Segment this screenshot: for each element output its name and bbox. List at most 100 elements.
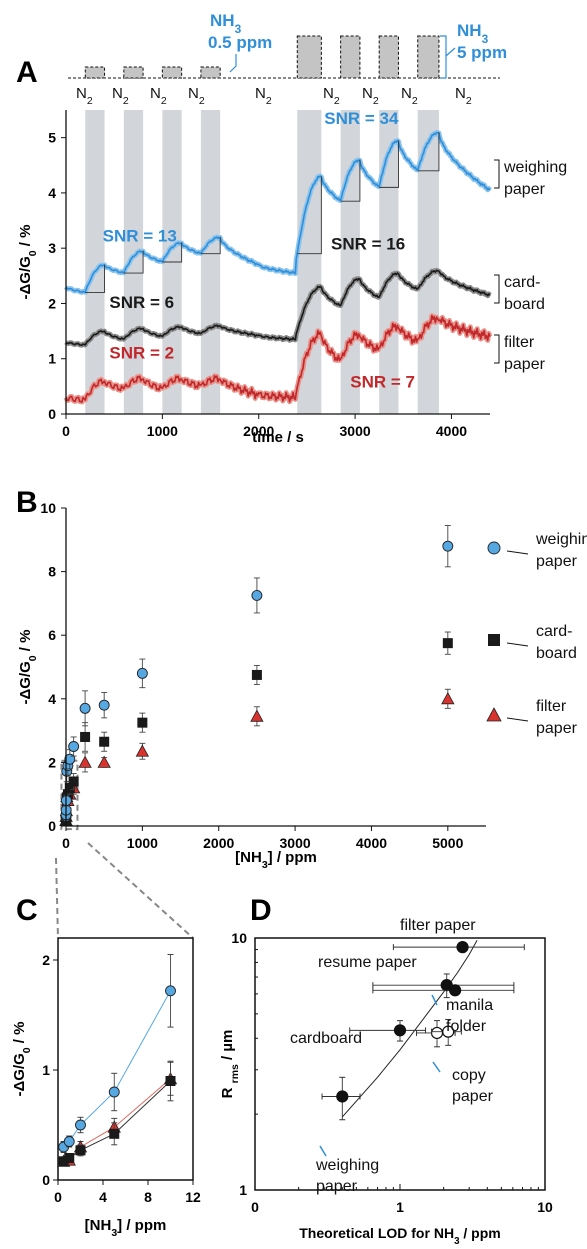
panel-a-chart: SNR = 13 SNR = 34 SNR = 16 SNR = 6 SNR = 2 SN…: [17, 109, 567, 446]
data-point-circle: [68, 741, 80, 752]
data-point-square: [99, 736, 110, 747]
snr-step-marker: [340, 159, 361, 202]
exposure-window: [123, 110, 144, 414]
pulse-block: [123, 66, 144, 79]
data-point: [430, 1026, 444, 1040]
panel-d-chart: filter paper resume paper manila folder card…: [219, 917, 553, 1247]
plot-frame: [57, 937, 194, 1181]
panel-b-chart: 0 2 4 6 8 10 0 1000 2000 3000 4000 5000 [NH3​] / ppm…: [17, 500, 587, 871]
snr-annotation: SNR = 2: [109, 344, 174, 363]
y-tick-label: 1: [42, 1062, 50, 1078]
snr-step-marker: [297, 176, 322, 255]
point-label: cardboard: [290, 1030, 362, 1047]
data-point-square: [68, 776, 79, 787]
zoom-connector: [87, 842, 194, 939]
snr-annotation: SNR = 6: [109, 293, 174, 312]
point-label: filter paper: [400, 917, 476, 934]
pulse-block: [417, 35, 440, 79]
x-tick-label: 1: [396, 1199, 404, 1215]
panel-a-letter: A: [16, 56, 38, 89]
y-tick-label: 0: [42, 1172, 50, 1188]
data-point-circle: [136, 667, 148, 679]
series-label-bracket: [494, 274, 500, 304]
data-point-triangle: [78, 755, 92, 768]
data-point: [449, 984, 462, 997]
series-label: filter: [504, 334, 535, 351]
x-tick-label: 0: [62, 423, 70, 439]
data-point-square: [251, 669, 262, 680]
pulse-block: [161, 66, 183, 79]
small-pulse-conc-label: 0.5 ppm: [208, 33, 272, 52]
data-point: [442, 1025, 455, 1038]
data-point-triangle: [486, 707, 502, 722]
y-tick-label: 8: [48, 564, 56, 580]
pulse-block: [84, 66, 106, 79]
y-tick-label: 0: [48, 406, 56, 422]
y-tick-label: 6: [48, 627, 56, 643]
series-label-bracket: [494, 334, 500, 364]
large-pulse-pointer: [445, 47, 456, 57]
data-point-square: [75, 1145, 86, 1156]
x-tick-label: 12: [185, 1189, 201, 1205]
x-tick-label: 2000: [203, 835, 234, 851]
y-tick-label: 10: [231, 930, 247, 946]
zoom-connector: [55, 857, 59, 939]
legend-label: filter: [536, 698, 567, 715]
x-tick-label: 8: [144, 1189, 152, 1205]
x-axis-label: [NH3​] / ppm: [85, 1217, 167, 1239]
fit-curve: [341, 939, 478, 1118]
series-line-black: [65, 269, 491, 346]
snr-step-marker: [200, 237, 221, 255]
data-point-triangle: [441, 691, 455, 705]
data-point-square: [64, 1153, 75, 1163]
large-pulse-gas-label: NH3: [457, 21, 489, 46]
x-axis-label: [NH3​] / ppm: [235, 849, 317, 871]
data-point: [336, 1090, 349, 1103]
point-label: paper: [316, 1178, 358, 1195]
data-point-circle: [165, 985, 176, 997]
x-tick-label: 0: [54, 1189, 62, 1205]
data-point: [393, 1024, 407, 1037]
series-label-bracket: [494, 159, 500, 189]
data-point-circle: [79, 702, 91, 714]
plot-frame: [254, 937, 546, 1191]
small-pulse-pointer: [229, 54, 237, 73]
x-tick-label: 1000: [127, 835, 158, 851]
legend-label: paper: [536, 720, 578, 737]
point-label: resume paper: [318, 954, 417, 971]
data-point-square: [109, 1128, 120, 1139]
snr-annotation: SNR = 7: [350, 372, 415, 391]
point-label: weighing: [315, 1157, 379, 1174]
data-point-triangle: [97, 755, 111, 768]
legend-leader: [506, 550, 529, 555]
y-tick-label: 3: [48, 240, 56, 256]
x-tick-label: 0: [251, 1199, 259, 1215]
legend-leader: [506, 642, 529, 647]
data-point-square: [442, 638, 453, 649]
data-point-square: [58, 1156, 69, 1167]
small-pulse-gas-label: NH3: [210, 11, 242, 36]
data-point-square: [165, 1076, 176, 1086]
pulse-carrier-label: N2: [255, 85, 272, 107]
exposure-window: [340, 110, 360, 414]
point-label: manila: [446, 997, 493, 1014]
x-tick-label: 4000: [436, 423, 467, 439]
y-tick-label: 4: [48, 691, 56, 707]
snr-step-marker: [85, 264, 105, 293]
y-tick-label: 1: [48, 351, 56, 367]
y-axis-label: R rms​ / µm: [219, 1030, 241, 1099]
panel-b-letter: B: [16, 486, 38, 519]
snr-annotation: SNR = 16: [331, 234, 405, 253]
snr-step-marker: [379, 140, 399, 188]
snr-step-marker: [123, 250, 144, 274]
series-label: weighing: [503, 159, 567, 176]
y-axis-label: -ΔG/G0​ / %: [11, 1022, 33, 1097]
data-point-circle: [63, 1136, 75, 1147]
pulse-carrier-label: N2: [401, 85, 418, 107]
pulse-block: [200, 66, 221, 79]
zoom-box: [60, 759, 79, 831]
x-tick-label: 2000: [243, 423, 274, 439]
